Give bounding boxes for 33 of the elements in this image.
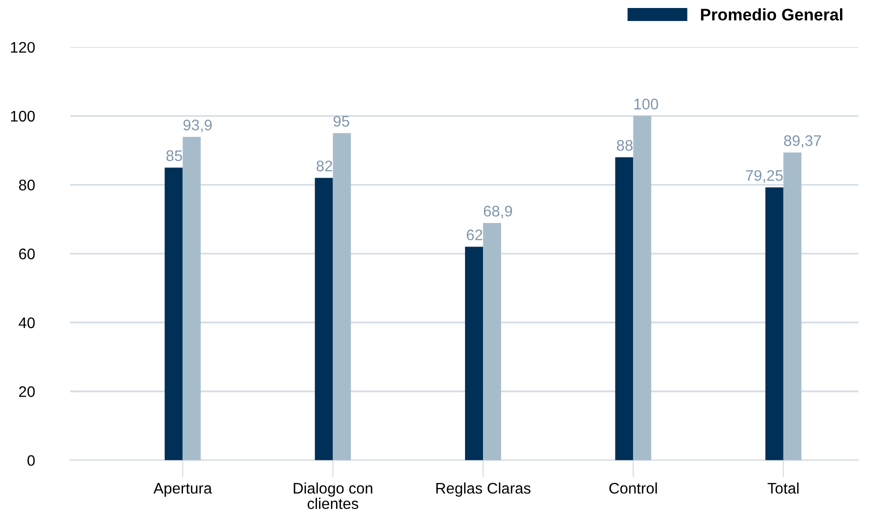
legend-label: Promedio General	[701, 8, 842, 21]
x-tick-label: Control	[609, 482, 657, 494]
x-tick-label: Reglas Claras	[436, 482, 530, 497]
y-tick-label: 40	[18, 317, 35, 328]
bar	[483, 223, 502, 460]
y-tick-label: 80	[19, 180, 35, 190]
data-label: 88	[616, 140, 633, 151]
bar	[314, 178, 333, 460]
y-tick-label: 20	[19, 386, 35, 398]
y-tick-label: 60	[19, 248, 35, 260]
x-tick-label: Apertura	[153, 483, 212, 497]
data-label: 79,25	[746, 170, 783, 183]
bar	[164, 168, 183, 460]
data-label: 100	[634, 98, 658, 110]
data-label: 62	[466, 229, 482, 240]
data-label: 95	[334, 116, 350, 127]
data-label: 82	[316, 160, 332, 172]
bar	[465, 246, 484, 460]
y-tick-label: 0	[27, 455, 35, 466]
bar	[633, 116, 652, 460]
data-label: 93,9	[183, 120, 212, 132]
data-label: 85	[166, 150, 182, 162]
bar	[615, 157, 634, 460]
bar	[332, 133, 351, 460]
bar	[182, 136, 201, 460]
y-tick-label: 100	[11, 110, 35, 122]
data-label: 89,37	[784, 135, 821, 148]
x-tick-label: Total	[768, 482, 799, 494]
data-label: 68,9	[484, 206, 512, 218]
x-tick-label: Dialogo con clientes	[294, 482, 372, 510]
bar	[765, 187, 784, 460]
y-tick-label: 120	[11, 42, 35, 53]
bar	[783, 152, 802, 460]
